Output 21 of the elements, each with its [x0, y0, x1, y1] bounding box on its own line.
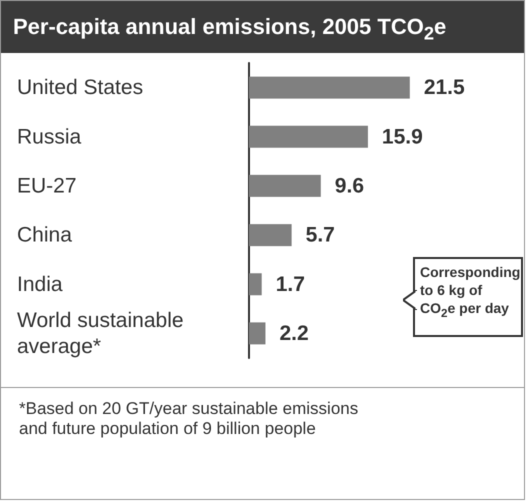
- data-label: 5.7: [306, 224, 335, 247]
- bar: [249, 126, 368, 148]
- y-tick-label: Russia: [17, 125, 82, 148]
- y-tick-label: India: [17, 272, 63, 296]
- y-tick-label: World sustainable average*: [17, 308, 190, 358]
- data-label: 21.5: [424, 76, 466, 100]
- y-tick-label: EU-27: [17, 174, 77, 198]
- bar: [249, 322, 266, 344]
- data-label: 2.2: [279, 322, 309, 345]
- text: Corresponding to 6 kg of CO$_{2}$e per day: [413, 257, 523, 337]
- bar: [249, 174, 321, 197]
- y-tick-label: China: [17, 224, 72, 247]
- data-label: 15.9: [382, 125, 423, 148]
- bar: [249, 76, 410, 99]
- chart-title: Per-capita annual emissions, 2005 TCO$_{2}$e: [1, 1, 524, 53]
- text: *Based on 20 GT/year sustainable emissions and future population of 9 billion people: [19, 399, 360, 439]
- y-tick-label: United States: [17, 76, 144, 100]
- data-label: 9.6: [334, 174, 364, 198]
- bar: [249, 273, 262, 296]
- bar: [249, 224, 292, 246]
- data-label: 1.7: [276, 272, 305, 296]
